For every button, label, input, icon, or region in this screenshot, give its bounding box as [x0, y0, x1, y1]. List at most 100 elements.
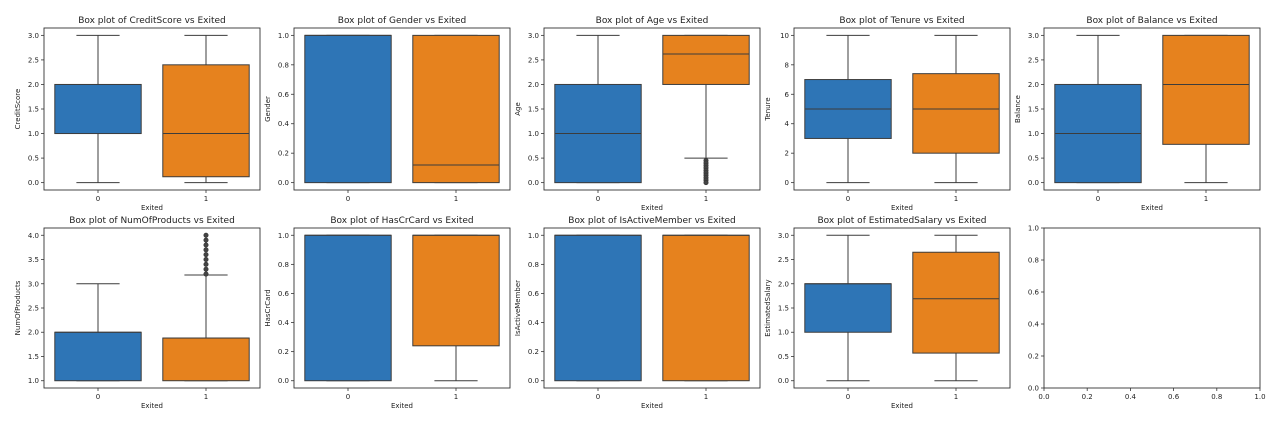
- y-tick-label: 0.6: [278, 290, 290, 298]
- box-1: [912, 34, 1000, 184]
- y-tick-label: 8: [785, 61, 789, 69]
- chart-title: Box plot of IsActiveMember vs Exited: [568, 216, 735, 226]
- x-tick-label: 0.6: [1168, 393, 1180, 401]
- subplot-3: Box plot of Age vs Exited 0.0 0.5 1.0 1.5 2.0…: [514, 16, 761, 212]
- axes-frame: [793, 27, 1011, 191]
- y-tick-label: 0.2: [278, 348, 289, 356]
- iqr-box: [304, 234, 392, 382]
- subplot-1: Box plot of CreditScore vs Exited 0.0 0.5 1…: [14, 16, 261, 212]
- iqr-box: [54, 331, 142, 382]
- iqr-box: [162, 64, 250, 178]
- x-tick-label: 0: [596, 195, 600, 203]
- y-tick-label: 10: [780, 32, 789, 40]
- y-tick-label: 0.0: [528, 377, 539, 385]
- chart-title: Box plot of Balance vs Exited: [1086, 16, 1217, 26]
- box-0: [554, 234, 642, 382]
- y-tick-label: 0.8: [278, 61, 289, 69]
- y-tick-label: 0.8: [528, 261, 539, 269]
- y-tick-label: 0.0: [28, 179, 39, 187]
- y-tick-label: 0.0: [528, 179, 539, 187]
- y-tick-label: 3.0: [1028, 32, 1039, 40]
- chart-title: Box plot of HasCrCard vs Exited: [330, 216, 473, 226]
- y-tick-label: 1.0: [1028, 225, 1039, 233]
- box-1: [412, 34, 500, 184]
- y-tick-label: 0.5: [1028, 155, 1039, 163]
- x-axis-label: Exited: [641, 204, 663, 212]
- box-0: [304, 34, 392, 184]
- x-axis-label: Exited: [391, 402, 413, 410]
- subplot-10: 0.0 0.2 0.4 0.6 0.8 1.0 0.0 0.2 0.4 0.6 0.8 1.0: [1028, 225, 1266, 402]
- y-tick-label: 2.5: [778, 256, 789, 264]
- y-tick-label: 1.5: [28, 106, 39, 114]
- y-tick-label: 0.0: [278, 377, 289, 385]
- x-tick-label: 1: [454, 393, 458, 401]
- box-0: [554, 34, 642, 184]
- axes-frame: [793, 227, 1011, 389]
- y-tick-label: 2.0: [778, 280, 789, 288]
- x-tick-label: 1: [454, 195, 458, 203]
- y-tick-label: 0.6: [1028, 289, 1040, 297]
- y-tick-label: 3.0: [28, 32, 39, 40]
- subplot-9: Box plot of EstimatedSalary vs Exited 0.0…: [764, 216, 1011, 410]
- y-tick-label: 1.5: [28, 353, 39, 361]
- y-tick-label: 0.5: [528, 155, 539, 163]
- outlier-point: [203, 242, 209, 248]
- iqr-box: [662, 234, 750, 382]
- x-tick-label: 1: [1204, 195, 1208, 203]
- x-tick-label: 1: [204, 195, 208, 203]
- y-tick-label: 4: [785, 120, 790, 128]
- box-0: [54, 283, 142, 382]
- outlier-point: [203, 247, 209, 253]
- box-1: [1162, 34, 1250, 184]
- box-0: [1054, 34, 1142, 184]
- axes-frame: [293, 227, 511, 389]
- outlier-point: [203, 261, 209, 267]
- y-tick-label: 6: [785, 91, 790, 99]
- y-tick-label: 0.0: [278, 179, 289, 187]
- x-axis-label: Exited: [141, 402, 163, 410]
- chart-title: Box plot of Age vs Exited: [596, 16, 709, 26]
- x-tick-label: 1: [204, 393, 208, 401]
- y-tick-label: 2.5: [1028, 56, 1039, 64]
- iqr-box: [304, 34, 392, 184]
- axes-frame: [1043, 227, 1261, 389]
- chart-title: Box plot of NumOfProducts vs Exited: [69, 216, 235, 226]
- axes-frame: [43, 227, 261, 389]
- iqr-box: [912, 73, 1000, 154]
- x-tick-label: 0.4: [1125, 393, 1137, 401]
- box-1: [662, 34, 750, 186]
- x-tick-label: 1: [954, 393, 958, 401]
- x-tick-label: 0.8: [1211, 393, 1222, 401]
- y-tick-label: 2.0: [28, 81, 39, 89]
- y-axis-label: CreditScore: [14, 89, 22, 130]
- x-tick-label: 0.2: [1082, 393, 1093, 401]
- y-axis-label: EstimatedSalary: [764, 279, 772, 336]
- x-tick-label: 0: [346, 195, 350, 203]
- axes-frame: [543, 27, 761, 191]
- y-tick-label: 1.0: [278, 32, 289, 40]
- box-0: [304, 234, 392, 382]
- iqr-box: [554, 234, 642, 382]
- subplot-8: Box plot of IsActiveMember vs Exited 0.0 0…: [514, 216, 761, 410]
- box-0: [804, 34, 892, 184]
- x-tick-label: 0: [96, 195, 100, 203]
- outlier-point: [203, 232, 209, 238]
- x-axis-label: Exited: [1141, 204, 1163, 212]
- y-tick-label: 2.0: [528, 81, 539, 89]
- outlier-point: [203, 266, 209, 272]
- chart-title: Box plot of Tenure vs Exited: [839, 16, 964, 26]
- iqr-box: [912, 251, 1000, 354]
- y-tick-label: 0.0: [1028, 385, 1039, 393]
- outlier-point: [203, 237, 209, 243]
- y-tick-label: 1.0: [528, 130, 539, 138]
- x-tick-label: 0: [96, 393, 100, 401]
- outlier-point: [203, 252, 209, 258]
- x-axis-label: Exited: [891, 402, 913, 410]
- y-tick-label: 0: [785, 179, 789, 187]
- y-tick-label: 3.0: [778, 232, 789, 240]
- box-0: [54, 34, 142, 184]
- y-tick-label: 1.0: [1028, 130, 1039, 138]
- y-tick-label: 4.0: [28, 232, 39, 240]
- y-tick-label: 0.6: [528, 290, 540, 298]
